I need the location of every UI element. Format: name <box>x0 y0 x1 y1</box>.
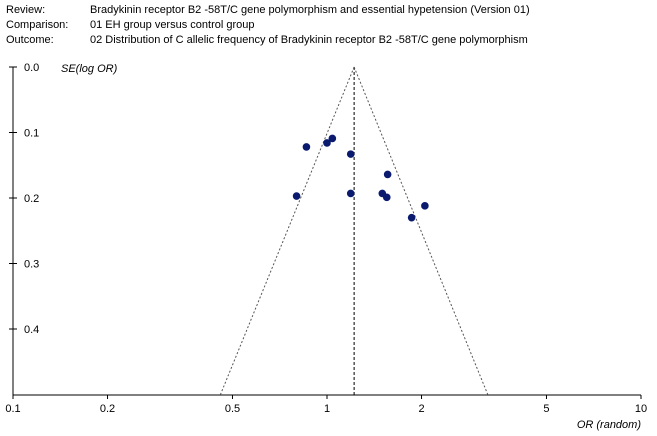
y-tick-label: 0.0 <box>24 62 39 74</box>
header-key: Comparison: <box>6 19 69 31</box>
study-point <box>383 170 392 179</box>
header-row: Comparison: 01 EH group versus control gr… <box>6 18 530 33</box>
study-point <box>421 202 429 210</box>
y-axis-label: SE(log OR) <box>61 63 118 75</box>
study-point <box>382 193 391 202</box>
x-tick-label: 5 <box>543 403 549 415</box>
y-tick-label: 0.1 <box>24 128 39 140</box>
y-tick-label: 0.2 <box>24 193 39 205</box>
header-value: Bradykinin receptor B2 -58T/C gene polym… <box>90 4 530 16</box>
x-tick-label: 0.1 <box>5 403 20 415</box>
x-tick-label: 1 <box>324 403 330 415</box>
header-key: Review: <box>6 4 46 16</box>
study-point <box>346 150 355 158</box>
funnel-right-limit <box>353 66 489 396</box>
header-row: Review: Bradykinin receptor B2 -58T/C gen… <box>6 3 530 18</box>
header-value: 02 Distribution of C allelic frequency o… <box>90 34 528 46</box>
header: Review: Bradykinin receptor B2 -58T/C gen… <box>6 3 530 48</box>
x-tick-label: 0.5 <box>225 403 240 415</box>
x-tick-label: 10 <box>635 403 647 415</box>
header-row: Outcome: 02 Distribution of C allelic fre… <box>6 33 530 48</box>
study-point <box>328 134 337 143</box>
x-tick-label: 2 <box>418 403 424 415</box>
x-axis-label: OR (random) <box>577 419 642 431</box>
y-tick-label: 0.4 <box>24 324 39 336</box>
study-point <box>292 192 301 200</box>
study-point <box>323 139 331 147</box>
funnel-left-limit <box>219 66 355 396</box>
study-point <box>346 189 355 198</box>
header-value: 01 EH group versus control group <box>90 19 255 31</box>
study-point <box>407 213 416 222</box>
y-tick-label: 0.3 <box>24 259 39 271</box>
header-key: Outcome: <box>6 34 54 46</box>
x-tick-label: 0.2 <box>100 403 115 415</box>
study-point <box>302 143 311 151</box>
